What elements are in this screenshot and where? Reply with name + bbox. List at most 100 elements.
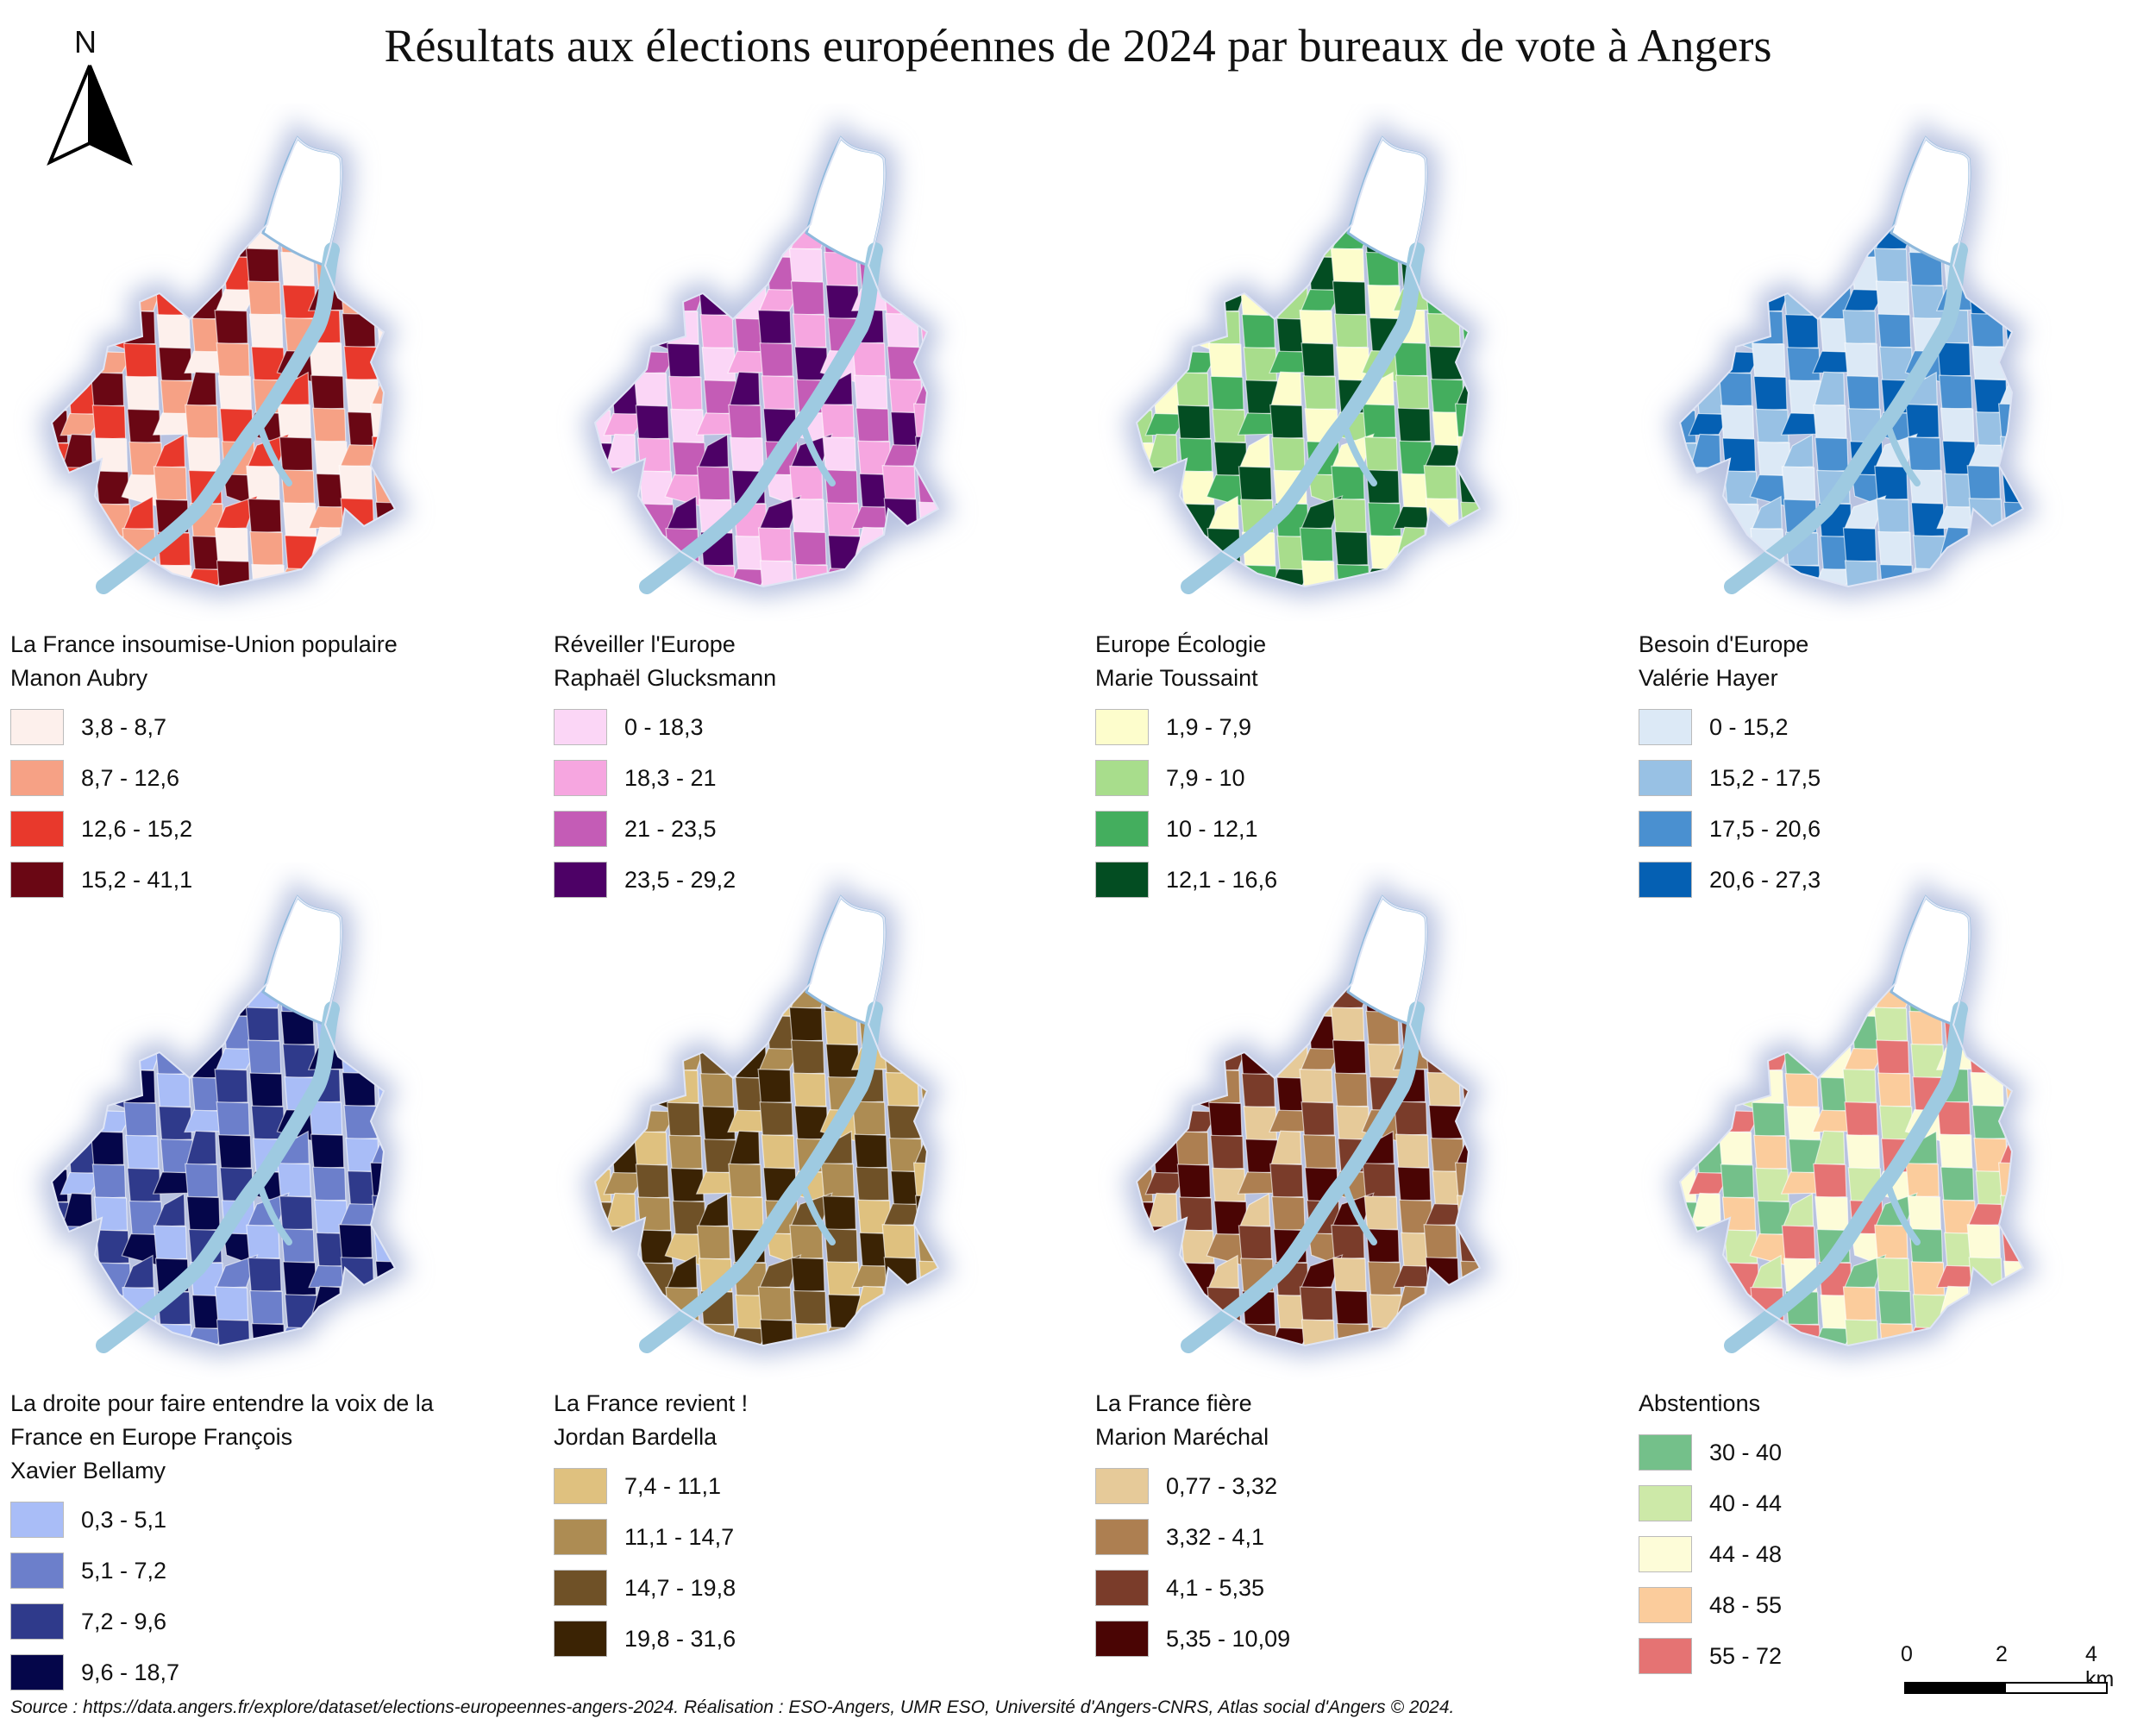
voting-district [1882, 1357, 1915, 1380]
voting-district [402, 1101, 435, 1134]
voting-district [1244, 161, 1279, 198]
voting-district [215, 495, 259, 530]
voting-district [1137, 528, 1149, 564]
voting-district [52, 1016, 72, 1051]
voting-district [245, 1007, 280, 1042]
voting-district [64, 1291, 98, 1327]
legend-label: 18,3 - 21 [624, 764, 717, 791]
voting-district [1844, 138, 1878, 160]
map-legend-4: Besoin d'Europe Valérie Hayer 0 - 15,2 15,… [1639, 628, 1821, 899]
voting-district [1720, 405, 1755, 440]
voting-district [1181, 1044, 1216, 1080]
voting-district [916, 1010, 938, 1045]
voting-district [401, 288, 443, 321]
legend-item: 12,6 - 15,2 [10, 810, 398, 848]
voting-district [1877, 313, 1912, 349]
legend-item: 21 - 23,5 [554, 810, 776, 848]
legend-item: 20,6 - 27,3 [1639, 861, 1821, 899]
voting-district [1696, 1358, 1729, 1380]
voting-district [1846, 1134, 1881, 1170]
voting-district [1688, 1007, 1723, 1044]
voting-district [52, 224, 70, 260]
voting-district [97, 285, 131, 321]
voting-district [882, 985, 925, 1009]
voting-district [793, 1289, 827, 1326]
voting-district [1396, 1166, 1432, 1202]
voting-district [887, 345, 921, 381]
voting-district [338, 1224, 373, 1259]
voting-district [339, 985, 382, 1009]
voting-district [158, 1106, 193, 1141]
voting-district [950, 982, 983, 1015]
voting-district [595, 343, 609, 379]
voting-district [793, 346, 829, 382]
voting-district [378, 897, 395, 926]
voting-district [1680, 950, 1696, 986]
legend-label: 12,1 - 16,6 [1166, 866, 1278, 893]
voting-district [947, 1134, 980, 1168]
scale-segment-black [1904, 1682, 2006, 1694]
voting-district [404, 375, 436, 409]
voting-district [91, 405, 127, 440]
legend-swatch [1639, 1485, 1692, 1521]
voting-district [607, 1073, 642, 1109]
voting-district [1393, 342, 1428, 378]
voting-district [1882, 598, 1915, 621]
voting-district [1241, 314, 1275, 349]
voting-district [1176, 186, 1211, 223]
voting-district [1454, 185, 1480, 221]
voting-district [1300, 1254, 1344, 1289]
voting-district [729, 219, 764, 254]
voting-district [1454, 944, 1480, 980]
voting-district [153, 1007, 187, 1043]
voting-district [308, 342, 343, 378]
city-outline [50, 136, 397, 588]
voting-district [1680, 1070, 1692, 1105]
legend-swatch [1639, 811, 1692, 847]
voting-district [1178, 978, 1213, 1014]
voting-district [611, 599, 644, 621]
voting-district [1457, 1349, 1498, 1380]
city-outline [1135, 136, 1482, 588]
voting-district [634, 138, 678, 157]
voting-district [122, 138, 158, 160]
voting-district [634, 897, 678, 916]
voting-district [2032, 916, 2065, 950]
voting-district [1300, 1101, 1335, 1137]
voting-district [404, 916, 436, 950]
legend-item: 55 - 72 [1639, 1637, 1782, 1675]
voting-district [1752, 917, 1788, 952]
voting-district [669, 191, 705, 226]
voting-district [1687, 195, 1732, 219]
voting-district [52, 950, 68, 986]
voting-district [1718, 372, 1753, 407]
voting-district [1689, 216, 1721, 252]
voting-district [311, 407, 347, 443]
legend-swatch [10, 862, 64, 898]
voting-district [282, 1261, 317, 1296]
voting-district [1754, 191, 1789, 226]
voting-district [1875, 1039, 1910, 1075]
legend-swatch [10, 760, 64, 796]
voting-district [788, 248, 824, 283]
scale-bar: 0 2 4 km [1901, 1642, 2125, 1694]
voting-district [277, 404, 311, 439]
voting-district [246, 465, 280, 501]
voting-district [52, 1254, 62, 1290]
voting-district [1756, 223, 1791, 260]
voting-district [666, 897, 701, 919]
voting-district [1209, 158, 1244, 193]
voting-district [245, 248, 280, 283]
voting-district [1241, 1073, 1275, 1108]
voting-district [1212, 1167, 1246, 1203]
voting-district [881, 1224, 917, 1259]
voting-district [1238, 434, 1271, 468]
voting-district [1269, 1163, 1304, 1199]
voting-district [1813, 913, 1846, 948]
voting-district [728, 154, 761, 189]
voting-district [93, 978, 128, 1014]
voting-district [1269, 913, 1302, 948]
voting-district [1338, 1357, 1371, 1380]
voting-district [729, 1130, 761, 1166]
voting-district [1997, 944, 2023, 980]
